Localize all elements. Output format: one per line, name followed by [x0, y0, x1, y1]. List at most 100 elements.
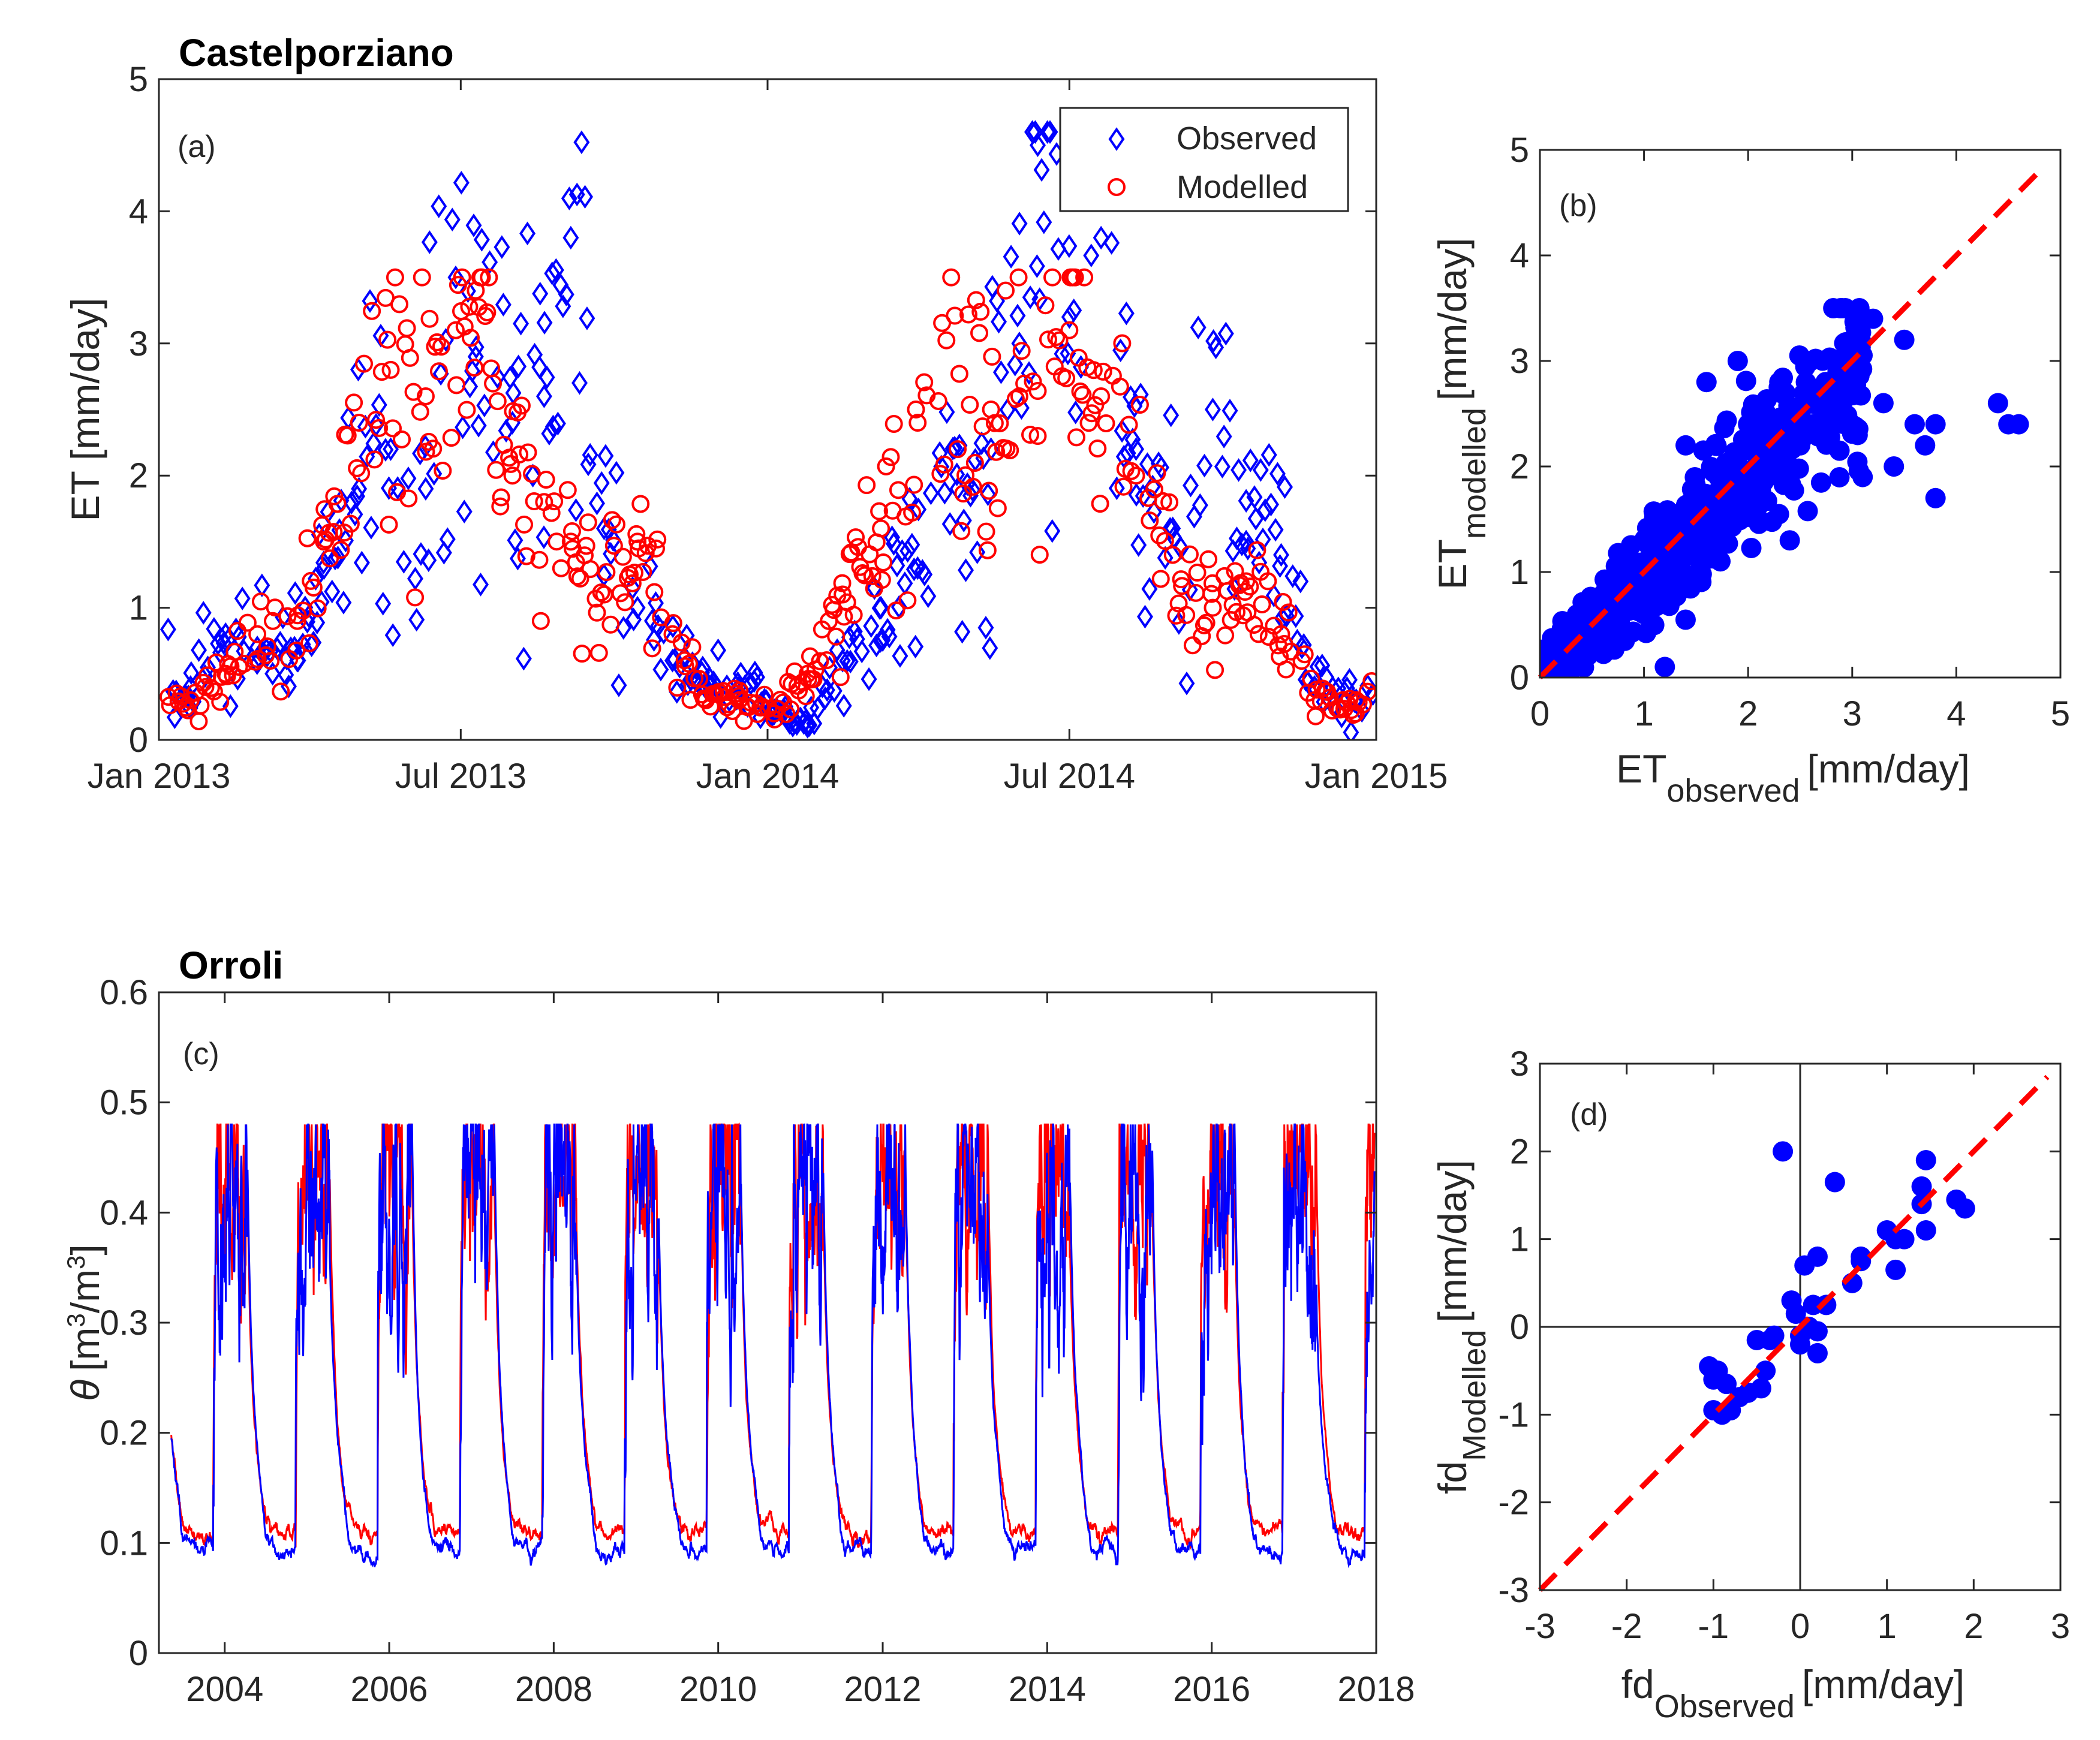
modelled-point [515, 515, 534, 534]
observed-point [531, 355, 548, 380]
panel-b-ylabel-sub: modelled [1457, 408, 1493, 539]
observed-point [459, 279, 476, 303]
modelled-point [625, 564, 644, 582]
modelled-point [1307, 681, 1326, 699]
point [1675, 609, 1696, 630]
panel-b-frame [1539, 149, 2062, 679]
panel-c-ylabel-sup-b: 3 [62, 1256, 90, 1269]
modelled-point [991, 414, 1009, 432]
modelled-point [1021, 426, 1040, 444]
panel-d-ytick-label: 0 [1510, 1308, 1529, 1347]
modelled-point [1091, 495, 1109, 513]
modelled-point [1177, 606, 1196, 624]
modelled-point [398, 319, 416, 338]
modelled-point [350, 414, 368, 432]
observed-point [892, 644, 908, 668]
panel-d-xlabel: fdObserved [mm/day] [1621, 1662, 1965, 1724]
modelled-point [248, 625, 267, 643]
panel-b-xtick-label: 0 [1530, 694, 1550, 733]
modelled-point [1188, 564, 1207, 582]
modelled-point [442, 429, 461, 447]
modelled-point [946, 306, 964, 325]
observed-point [347, 502, 363, 526]
modelled-point [867, 533, 886, 552]
modelled-point [278, 607, 297, 625]
modelled-point [525, 492, 543, 511]
observed-point [989, 289, 1006, 313]
observed-point [510, 354, 527, 379]
panel-d-xtick-label: 1 [1878, 1607, 1897, 1646]
observed-point [1050, 237, 1067, 261]
observed-point [1247, 507, 1264, 531]
modelled-point [959, 305, 977, 324]
modelled-point [341, 514, 360, 533]
modelled-point [393, 430, 411, 448]
observed-point [1341, 668, 1358, 692]
modelled-point [530, 550, 549, 569]
modelled-point [905, 475, 923, 494]
panel-c-ylabel-sup-a: 3 [62, 1313, 90, 1327]
point [1810, 472, 1831, 493]
observed-point [453, 170, 470, 195]
observed-point [536, 311, 553, 335]
panel-c-xtick-label: 2018 [1337, 1670, 1415, 1709]
modelled-point [1082, 404, 1101, 423]
modelled-point [1241, 577, 1259, 596]
point [1816, 1295, 1837, 1315]
modelled-point [597, 563, 616, 582]
panel-c-ylabel: θ[m3/m3] [62, 1244, 107, 1401]
legend-observed-marker-shape [1108, 127, 1125, 151]
modelled-point [1015, 374, 1034, 393]
modelled-point [592, 583, 610, 602]
modelled-point [484, 374, 503, 393]
observed-point [234, 586, 251, 610]
modelled-point [512, 396, 531, 415]
panel-c-label: (c) [183, 1037, 219, 1071]
panel-b-ylabel-main: ET [1430, 539, 1475, 589]
modelled-point [1259, 572, 1277, 591]
observed-point [1011, 331, 1028, 356]
modelled-point [1249, 625, 1268, 643]
observed-point [507, 528, 524, 552]
modelled-point [877, 457, 895, 475]
modelled-point [1199, 550, 1218, 568]
modelled-point [1151, 570, 1170, 588]
modelled-point [390, 295, 409, 314]
panel-c-ytick-label: 0.1 [100, 1524, 148, 1563]
observed-point [625, 607, 642, 632]
observed-point [1118, 301, 1135, 326]
point [1852, 466, 1873, 487]
modelled-point [288, 612, 306, 630]
panel-b-ytick-label: 1 [1510, 553, 1529, 592]
observed-point [1024, 120, 1040, 144]
observed-point [1254, 527, 1271, 552]
modelled-point [1281, 642, 1300, 661]
modelled-point [1067, 428, 1086, 447]
observed-point [1042, 120, 1058, 144]
observed-point [1021, 361, 1037, 386]
panel-c-xtick-label: 2016 [1173, 1670, 1250, 1709]
point [1911, 1176, 1932, 1197]
observed-point [1130, 533, 1147, 557]
point [1904, 414, 1925, 435]
point [1807, 1342, 1828, 1363]
panel-a-xtick-label: Jul 2014 [1004, 757, 1135, 796]
observed-point [1272, 554, 1289, 578]
modelled-point [777, 705, 796, 723]
observed-point [949, 462, 965, 487]
point [1785, 1304, 1806, 1324]
legend-modelled-label: Modelled [1177, 169, 1308, 205]
modelled-point [881, 448, 900, 466]
observed-point [710, 638, 727, 663]
modelled-point [531, 612, 550, 630]
modelled-point [1036, 296, 1055, 315]
observed-point [191, 638, 207, 663]
observed-point [669, 680, 685, 704]
modelled-point [889, 481, 907, 499]
modelled-point [545, 492, 564, 511]
legend-observed-label: Observed [1177, 121, 1317, 156]
point [1794, 1255, 1815, 1276]
point [1795, 372, 1816, 393]
observed-point [1267, 517, 1284, 542]
observed-point [1192, 493, 1208, 517]
